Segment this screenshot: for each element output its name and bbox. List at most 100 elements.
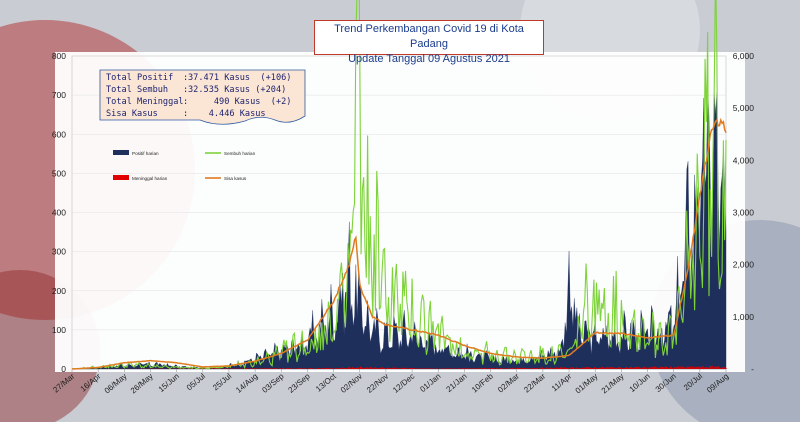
meninggal-bar <box>410 367 412 369</box>
meninggal-bar <box>461 368 463 369</box>
meninggal-bar <box>430 368 432 369</box>
meninggal-bar <box>470 368 473 369</box>
meninggal-bar <box>435 368 437 369</box>
meninggal-bar <box>545 367 547 369</box>
x-tick-label: 03/Sep <box>260 371 286 395</box>
stat-colon: : <box>183 73 189 83</box>
meninggal-bar <box>255 368 257 369</box>
meninggal-bar <box>266 368 269 369</box>
meninggal-bar <box>259 368 261 369</box>
meninggal-bar <box>270 368 273 369</box>
meninggal-bar <box>648 367 651 369</box>
meninggal-bar <box>474 368 477 369</box>
meninggal-bar <box>703 367 705 369</box>
meninggal-bar <box>349 367 351 369</box>
meninggal-bar <box>393 367 395 369</box>
meninggal-bar <box>501 368 503 369</box>
meninggal-bar <box>712 367 715 369</box>
meninggal-bar <box>579 368 581 369</box>
meninggal-bar <box>268 368 270 369</box>
meninggal-bar <box>603 367 605 369</box>
meninggal-bar <box>330 368 333 369</box>
meninggal-bar <box>548 368 550 369</box>
meninggal-bar <box>552 368 554 369</box>
meninggal-bar <box>370 366 372 369</box>
meninggal-bar <box>463 368 465 369</box>
x-tick-label: 14/Aug <box>234 372 259 395</box>
stat-value: 32.535 Kasus (+204) <box>188 85 287 95</box>
meninggal-bar <box>384 368 386 369</box>
meninggal-bar <box>395 368 397 369</box>
meninggal-bar <box>367 367 369 369</box>
meninggal-bar <box>532 368 534 369</box>
meninggal-bar <box>642 367 644 369</box>
meninggal-bar <box>613 367 615 369</box>
x-tick-label: 21/Jan <box>444 372 468 394</box>
meninggal-bar <box>538 368 541 369</box>
meninggal-bar <box>404 367 406 369</box>
y-left-tick-label: 700 <box>52 90 66 100</box>
meninggal-bar <box>325 367 327 369</box>
meninggal-bar <box>345 368 347 369</box>
meninggal-bar <box>723 366 725 369</box>
meninggal-bar <box>689 366 691 369</box>
meninggal-bar <box>521 368 524 369</box>
meninggal-bar <box>630 366 632 369</box>
meninggal-bar <box>583 367 585 369</box>
legend-label: Meninggal harian <box>132 176 168 181</box>
meninggal-bar <box>669 366 671 369</box>
meninggal-bar <box>274 368 276 369</box>
meninggal-bar <box>684 367 686 369</box>
x-tick-label: 05/Jul <box>185 372 207 393</box>
meninggal-bar <box>341 368 343 369</box>
meninggal-bar <box>571 367 573 369</box>
meninggal-bar <box>354 367 356 369</box>
y-right-tick-label: 1,000 <box>733 312 755 322</box>
meninggal-bar <box>610 367 613 369</box>
meninggal-bar <box>477 368 479 369</box>
meninggal-bar <box>340 367 342 369</box>
meninggal-bar <box>422 368 424 369</box>
meninggal-bar <box>572 367 575 369</box>
meninggal-bar <box>467 368 469 369</box>
x-tick-label: 12/Dec <box>391 372 416 395</box>
meninggal-bar <box>676 367 678 369</box>
meninggal-bar <box>264 368 266 369</box>
x-tick-label: 09/Aug <box>705 372 730 395</box>
meninggal-bar <box>347 367 350 369</box>
meninggal-bar <box>421 368 423 369</box>
y-right-tick-label: - <box>751 364 754 374</box>
meninggal-bar <box>600 367 602 369</box>
meninggal-bar <box>519 367 521 369</box>
stat-colon: : <box>183 109 189 119</box>
meninggal-bar <box>299 368 301 369</box>
meninggal-bar <box>647 367 649 369</box>
meninggal-bar <box>320 368 322 369</box>
meninggal-bar <box>298 368 300 369</box>
stat-value: 490 Kasus (+2) <box>188 97 292 107</box>
meninggal-bar <box>690 367 692 369</box>
meninggal-bar <box>629 367 631 369</box>
meninggal-bar <box>625 367 627 369</box>
meninggal-bar <box>282 368 284 369</box>
meninggal-bar <box>427 368 429 369</box>
meninggal-bar <box>555 367 558 369</box>
meninggal-bar <box>659 366 661 369</box>
meninggal-bar <box>468 368 470 369</box>
meninggal-bar <box>308 368 310 369</box>
meninggal-bar <box>542 368 545 369</box>
meninggal-bar <box>510 368 512 369</box>
meninggal-bar <box>563 367 566 369</box>
meninggal-bar <box>586 367 588 369</box>
meninggal-bar <box>518 368 520 369</box>
y-right-tick-label: 3,000 <box>733 208 755 218</box>
meninggal-bar <box>609 367 611 369</box>
meninggal-bar <box>656 367 658 369</box>
meninggal-bar <box>549 367 551 369</box>
meninggal-bar <box>599 367 601 369</box>
meninggal-bar <box>327 368 329 369</box>
meninggal-bar <box>672 368 674 369</box>
stat-label: Total Positif <box>106 73 174 83</box>
meninggal-bar <box>253 368 256 369</box>
